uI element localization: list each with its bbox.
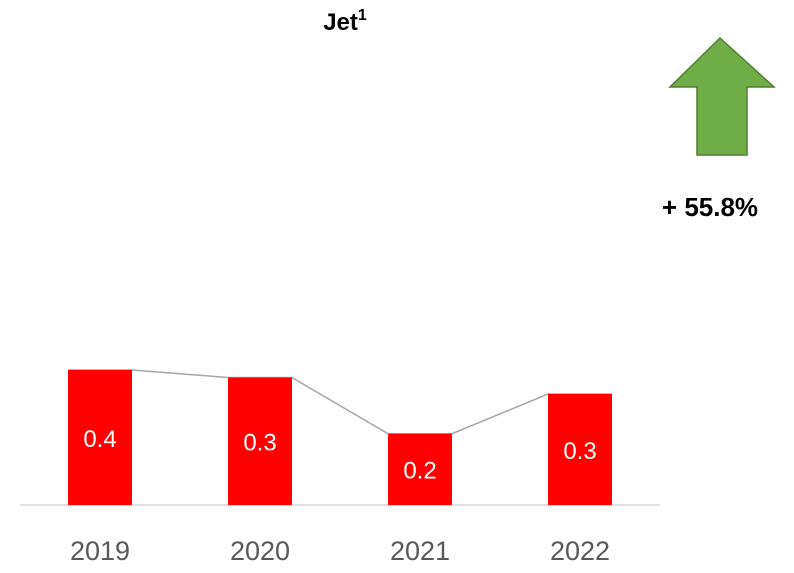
data-label: 0.4 [83, 426, 116, 453]
bar [228, 377, 292, 505]
x-tick-label: 2021 [390, 536, 450, 566]
data-label: 0.3 [243, 430, 276, 457]
bar [388, 433, 452, 505]
x-tick-label: 2020 [230, 536, 290, 566]
x-tick-label: 2019 [70, 536, 130, 566]
title-footnote: 1 [358, 7, 367, 24]
bar [68, 370, 132, 505]
title-text: Jet [323, 9, 358, 36]
change-annotation: + 55.8% [662, 192, 758, 222]
bar [548, 394, 612, 505]
up-arrow [668, 36, 776, 156]
trend-line [68, 369, 612, 435]
data-label: 0.3 [563, 438, 596, 465]
data-label: 0.2 [403, 458, 436, 485]
chart-title: Jet1 [323, 7, 367, 36]
x-tick-label: 2022 [550, 536, 610, 566]
